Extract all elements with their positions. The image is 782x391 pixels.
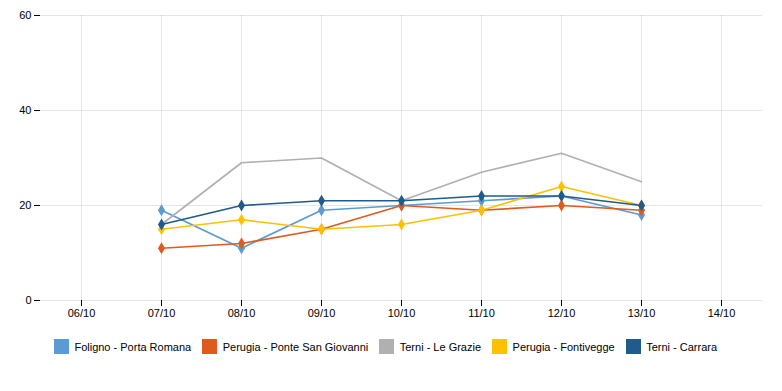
svg-text:60: 60 bbox=[19, 9, 31, 21]
svg-text:14/10: 14/10 bbox=[708, 307, 736, 319]
html-text:Perugia - Fontivegge: Perugia - Fontivegge bbox=[512, 340, 615, 353]
html-text:Foligno - Porta Romana: Foligno - Porta Romana bbox=[74, 340, 192, 353]
html-text:Terni - Carrara: Terni - Carrara bbox=[646, 340, 718, 353]
svg-text:13/10: 13/10 bbox=[628, 307, 656, 319]
svg-text:20: 20 bbox=[19, 199, 31, 211]
html-text:Terni - Le Grazie: Terni - Le Grazie bbox=[399, 340, 481, 353]
svg-text:12/10: 12/10 bbox=[548, 307, 576, 319]
svg-text:10/10: 10/10 bbox=[388, 307, 416, 319]
svg-text:11/10: 11/10 bbox=[468, 307, 495, 319]
html-text:Perugia - Ponte San Giovanni: Perugia - Ponte San Giovanni bbox=[222, 340, 369, 353]
svg-text:09/10: 09/10 bbox=[308, 307, 336, 319]
svg-text:40: 40 bbox=[19, 104, 31, 116]
svg-text:06/10: 06/10 bbox=[68, 307, 96, 319]
svg-text:08/10: 08/10 bbox=[228, 307, 256, 319]
svg-text:07/10: 07/10 bbox=[148, 307, 176, 319]
svg-text:0: 0 bbox=[25, 294, 31, 306]
